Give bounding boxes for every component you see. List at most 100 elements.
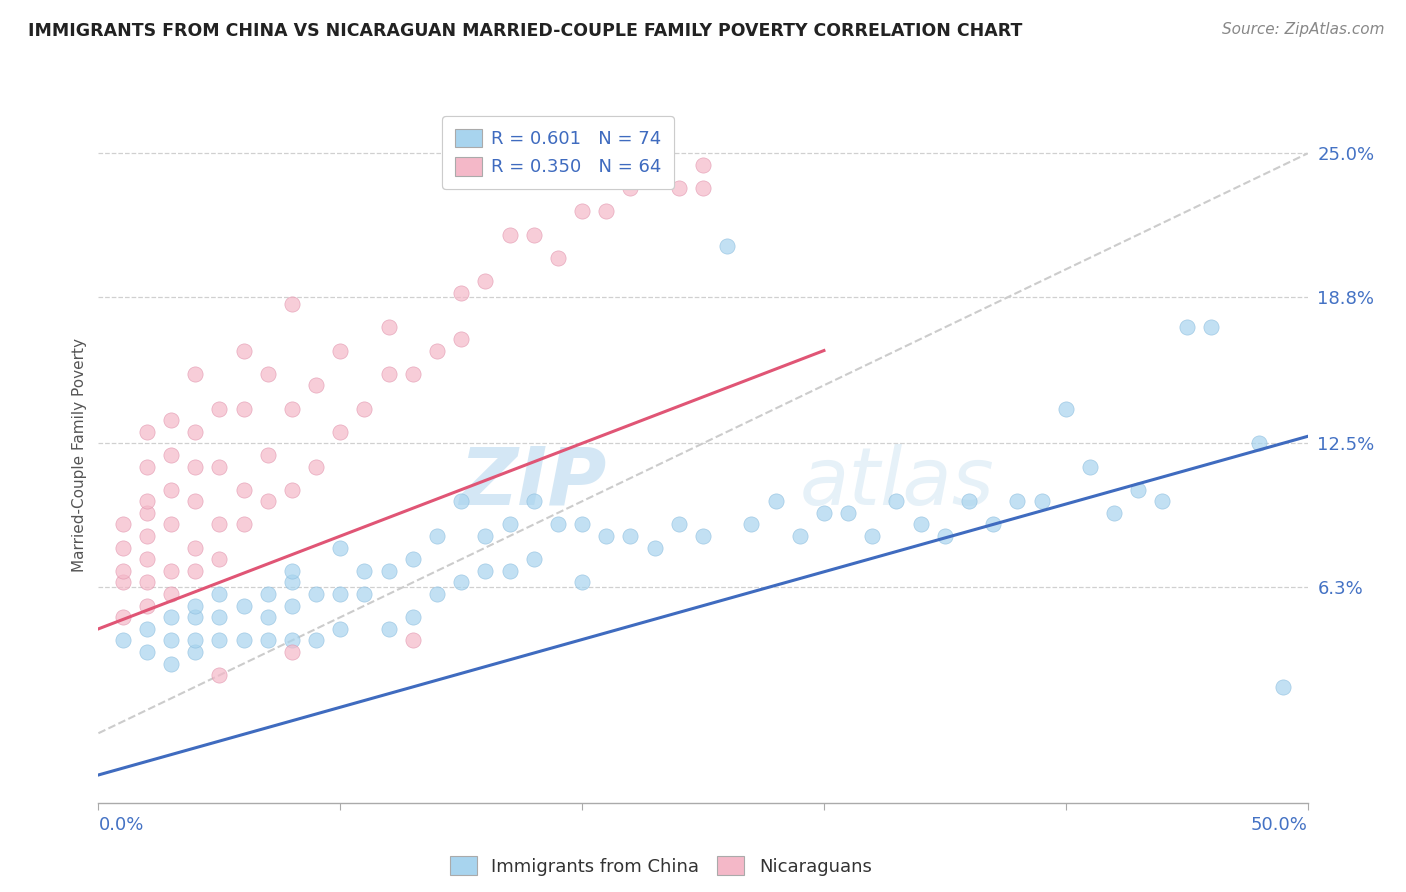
Point xyxy=(305,459,328,474)
Point xyxy=(981,517,1004,532)
Point xyxy=(1031,494,1053,508)
Point xyxy=(256,587,278,601)
Text: 0.0%: 0.0% xyxy=(98,816,143,834)
Point xyxy=(232,517,254,532)
Point xyxy=(111,575,134,590)
Point xyxy=(160,517,183,532)
Point xyxy=(135,529,157,543)
Point xyxy=(184,564,207,578)
Point xyxy=(281,633,304,648)
Point xyxy=(692,529,714,543)
Point xyxy=(934,529,956,543)
Point xyxy=(668,517,690,532)
Point xyxy=(208,517,231,532)
Point xyxy=(377,367,399,381)
Point xyxy=(595,204,617,219)
Y-axis label: Married-Couple Family Poverty: Married-Couple Family Poverty xyxy=(72,338,87,572)
Point xyxy=(281,645,304,659)
Point xyxy=(957,494,980,508)
Point xyxy=(547,517,569,532)
Point xyxy=(450,575,472,590)
Point xyxy=(837,506,859,520)
Point xyxy=(716,239,738,253)
Text: 50.0%: 50.0% xyxy=(1251,816,1308,834)
Point xyxy=(184,367,207,381)
Point xyxy=(668,181,690,195)
Point xyxy=(426,343,449,358)
Legend: Immigrants from China, Nicaraguans: Immigrants from China, Nicaraguans xyxy=(443,849,879,883)
Point xyxy=(160,633,183,648)
Point xyxy=(232,483,254,497)
Point xyxy=(498,517,520,532)
Point xyxy=(232,633,254,648)
Point xyxy=(474,529,496,543)
Point xyxy=(377,564,399,578)
Point xyxy=(1054,401,1077,416)
Point xyxy=(160,587,183,601)
Point xyxy=(305,633,328,648)
Point xyxy=(619,529,641,543)
Point xyxy=(208,633,231,648)
Point xyxy=(135,425,157,439)
Point xyxy=(111,517,134,532)
Point xyxy=(208,610,231,624)
Point xyxy=(402,552,425,566)
Text: Source: ZipAtlas.com: Source: ZipAtlas.com xyxy=(1222,22,1385,37)
Point xyxy=(208,459,231,474)
Point xyxy=(256,448,278,462)
Point xyxy=(910,517,932,532)
Point xyxy=(111,633,134,648)
Point xyxy=(353,401,375,416)
Point xyxy=(281,483,304,497)
Point xyxy=(571,517,593,532)
Point xyxy=(256,367,278,381)
Point xyxy=(523,227,546,242)
Point xyxy=(1249,436,1271,450)
Point xyxy=(208,401,231,416)
Point xyxy=(184,459,207,474)
Point xyxy=(789,529,811,543)
Point xyxy=(281,599,304,613)
Point xyxy=(1128,483,1150,497)
Point xyxy=(135,552,157,566)
Point xyxy=(474,564,496,578)
Point xyxy=(402,633,425,648)
Text: IMMIGRANTS FROM CHINA VS NICARAGUAN MARRIED-COUPLE FAMILY POVERTY CORRELATION CH: IMMIGRANTS FROM CHINA VS NICARAGUAN MARR… xyxy=(28,22,1022,40)
Point xyxy=(135,645,157,659)
Point xyxy=(571,575,593,590)
Point xyxy=(813,506,835,520)
Point xyxy=(184,633,207,648)
Point xyxy=(281,401,304,416)
Point xyxy=(305,587,328,601)
Point xyxy=(377,622,399,636)
Point xyxy=(232,401,254,416)
Point xyxy=(208,552,231,566)
Point xyxy=(886,494,908,508)
Point xyxy=(184,425,207,439)
Point xyxy=(329,541,352,555)
Point xyxy=(765,494,787,508)
Point xyxy=(232,599,254,613)
Point xyxy=(498,564,520,578)
Point xyxy=(305,378,328,392)
Point xyxy=(281,575,304,590)
Point xyxy=(1199,320,1222,334)
Point xyxy=(256,633,278,648)
Point xyxy=(377,320,399,334)
Point xyxy=(329,622,352,636)
Point xyxy=(644,169,666,184)
Point xyxy=(281,564,304,578)
Point xyxy=(692,181,714,195)
Point xyxy=(135,459,157,474)
Point xyxy=(160,448,183,462)
Point xyxy=(1152,494,1174,508)
Point xyxy=(135,506,157,520)
Point xyxy=(498,227,520,242)
Point xyxy=(111,541,134,555)
Point xyxy=(160,610,183,624)
Point xyxy=(184,599,207,613)
Point xyxy=(160,413,183,427)
Point xyxy=(281,297,304,311)
Point xyxy=(160,564,183,578)
Point xyxy=(135,599,157,613)
